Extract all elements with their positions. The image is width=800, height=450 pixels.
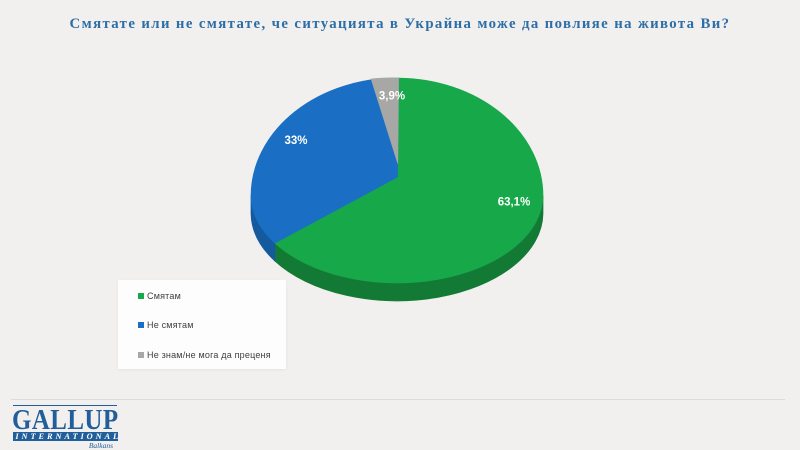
svg-text:3,9%: 3,9% <box>379 91 405 103</box>
svg-text:63,1%: 63,1% <box>498 197 531 209</box>
svg-text:33%: 33% <box>284 135 307 147</box>
